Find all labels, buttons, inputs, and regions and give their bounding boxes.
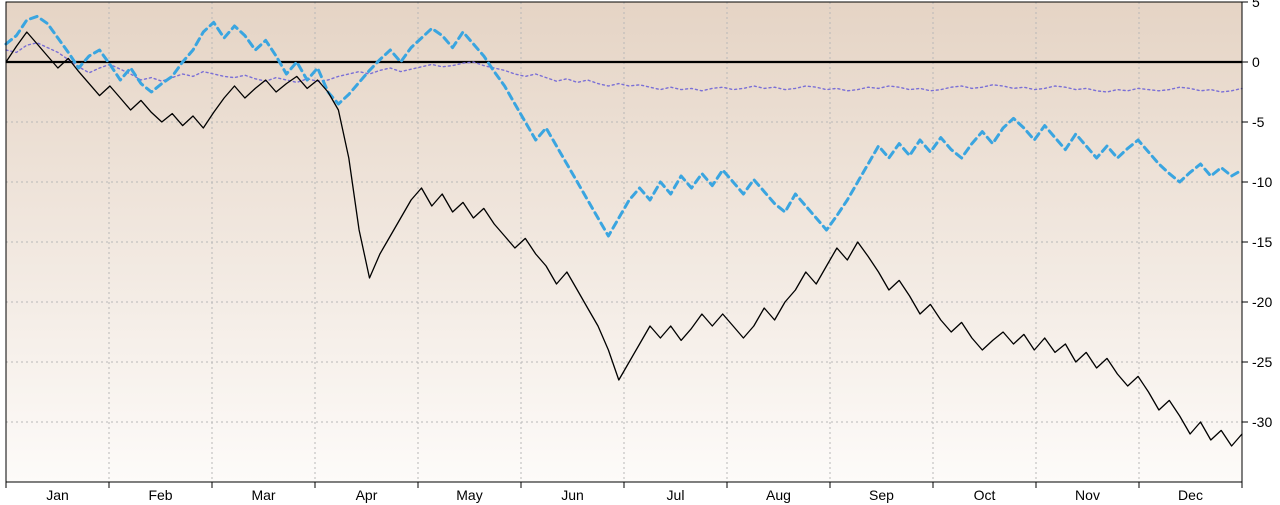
x-tick-label: Oct	[974, 487, 996, 503]
x-tick-label: Dec	[1178, 487, 1203, 503]
y-tick-label: 0	[1252, 54, 1260, 70]
x-tick-label: Nov	[1075, 487, 1100, 503]
x-tick-label: Aug	[766, 487, 791, 503]
x-tick-label: Jan	[46, 487, 69, 503]
time-series-chart: 5 0 -5 -10 -15 -20 -25 -30 Jan Feb Mar Apr May Jun Jul…	[0, 0, 1280, 505]
x-tick-label: May	[456, 487, 482, 503]
x-tick-label: Apr	[356, 487, 378, 503]
x-tick-label: Mar	[251, 487, 275, 503]
y-tick-label: -15	[1252, 234, 1272, 250]
chart-svg: 5 0 -5 -10 -15 -20 -25 -30 Jan Feb Mar Apr May Jun Jul…	[0, 0, 1280, 505]
y-tick-label: 5	[1252, 0, 1260, 10]
y-tick-label: -25	[1252, 354, 1272, 370]
x-tick-label: Feb	[148, 487, 172, 503]
y-tick-label: -5	[1252, 114, 1265, 130]
y-tick-label: -10	[1252, 174, 1272, 190]
x-tick-label: Jul	[667, 487, 685, 503]
y-tick-label: -30	[1252, 414, 1272, 430]
x-tick-label: Jun	[561, 487, 584, 503]
x-tick-label: Sep	[869, 487, 894, 503]
y-tick-label: -20	[1252, 294, 1272, 310]
